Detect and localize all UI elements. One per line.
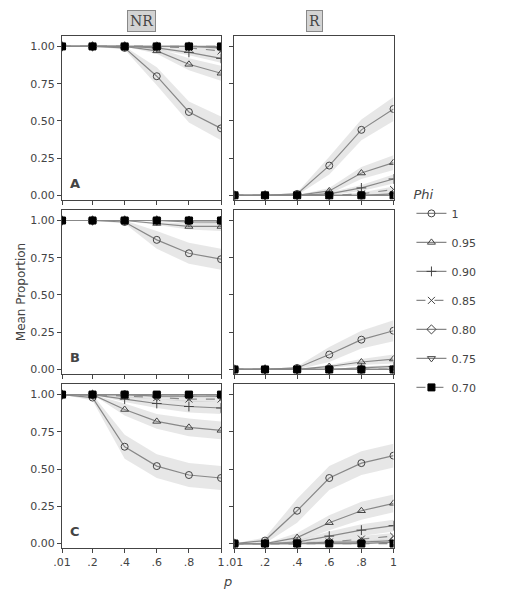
svg-text:0.95: 0.95: [451, 237, 476, 250]
svg-text:.2: .2: [87, 556, 98, 569]
svg-text:.8: .8: [184, 556, 195, 569]
svg-text:B: B: [70, 350, 80, 365]
svg-text:0.85: 0.85: [451, 295, 476, 308]
svg-text:0.00: 0.00: [30, 363, 55, 376]
svg-text:0.70: 0.70: [451, 382, 476, 395]
svg-text:0.75: 0.75: [30, 252, 55, 265]
svg-text:Mean Proportion: Mean Proportion: [14, 243, 28, 341]
svg-text:0.80: 0.80: [451, 324, 476, 337]
svg-text:.01: .01: [53, 556, 71, 569]
svg-text:1: 1: [218, 556, 225, 569]
svg-text:0.25: 0.25: [30, 152, 55, 165]
svg-text:0.50: 0.50: [30, 289, 55, 302]
svg-text:1: 1: [451, 208, 458, 221]
svg-text:.6: .6: [152, 556, 163, 569]
svg-text:0.50: 0.50: [30, 115, 55, 128]
svg-text:.8: .8: [356, 556, 367, 569]
svg-text:.4: .4: [119, 556, 129, 569]
svg-text:0.75: 0.75: [30, 426, 55, 439]
svg-text:NR: NR: [130, 13, 153, 29]
svg-text:1: 1: [390, 556, 397, 569]
svg-text:0.50: 0.50: [30, 463, 55, 476]
svg-text:A: A: [70, 176, 80, 191]
svg-text:0.00: 0.00: [30, 537, 55, 550]
svg-text:p: p: [223, 574, 232, 589]
svg-text:.01: .01: [226, 556, 244, 569]
svg-text:.6: .6: [324, 556, 335, 569]
svg-text:0.25: 0.25: [30, 326, 55, 339]
svg-text:C: C: [70, 524, 80, 539]
svg-text:.2: .2: [260, 556, 271, 569]
svg-text:.4: .4: [292, 556, 303, 569]
svg-text:0.75: 0.75: [30, 78, 55, 91]
svg-text:1.00: 1.00: [30, 388, 55, 401]
svg-text:R: R: [309, 13, 320, 29]
svg-text:0.90: 0.90: [451, 266, 476, 279]
svg-text:0.00: 0.00: [30, 189, 55, 202]
svg-text:0.75: 0.75: [451, 353, 476, 366]
svg-text:0.25: 0.25: [30, 500, 55, 513]
svg-text:1.00: 1.00: [30, 40, 55, 53]
svg-text:Phi: Phi: [413, 187, 433, 202]
svg-text:1.00: 1.00: [30, 214, 55, 227]
